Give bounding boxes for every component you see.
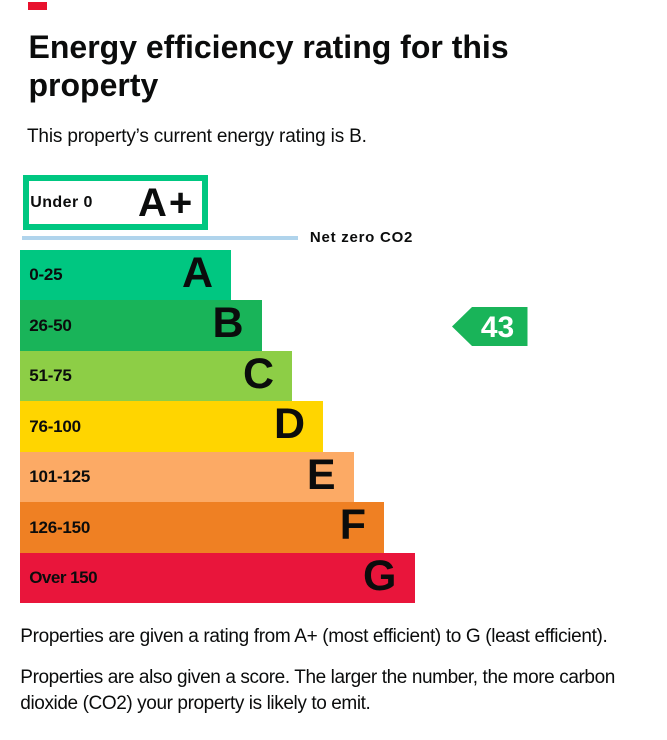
svg-text:43: 43 bbox=[480, 311, 513, 344]
